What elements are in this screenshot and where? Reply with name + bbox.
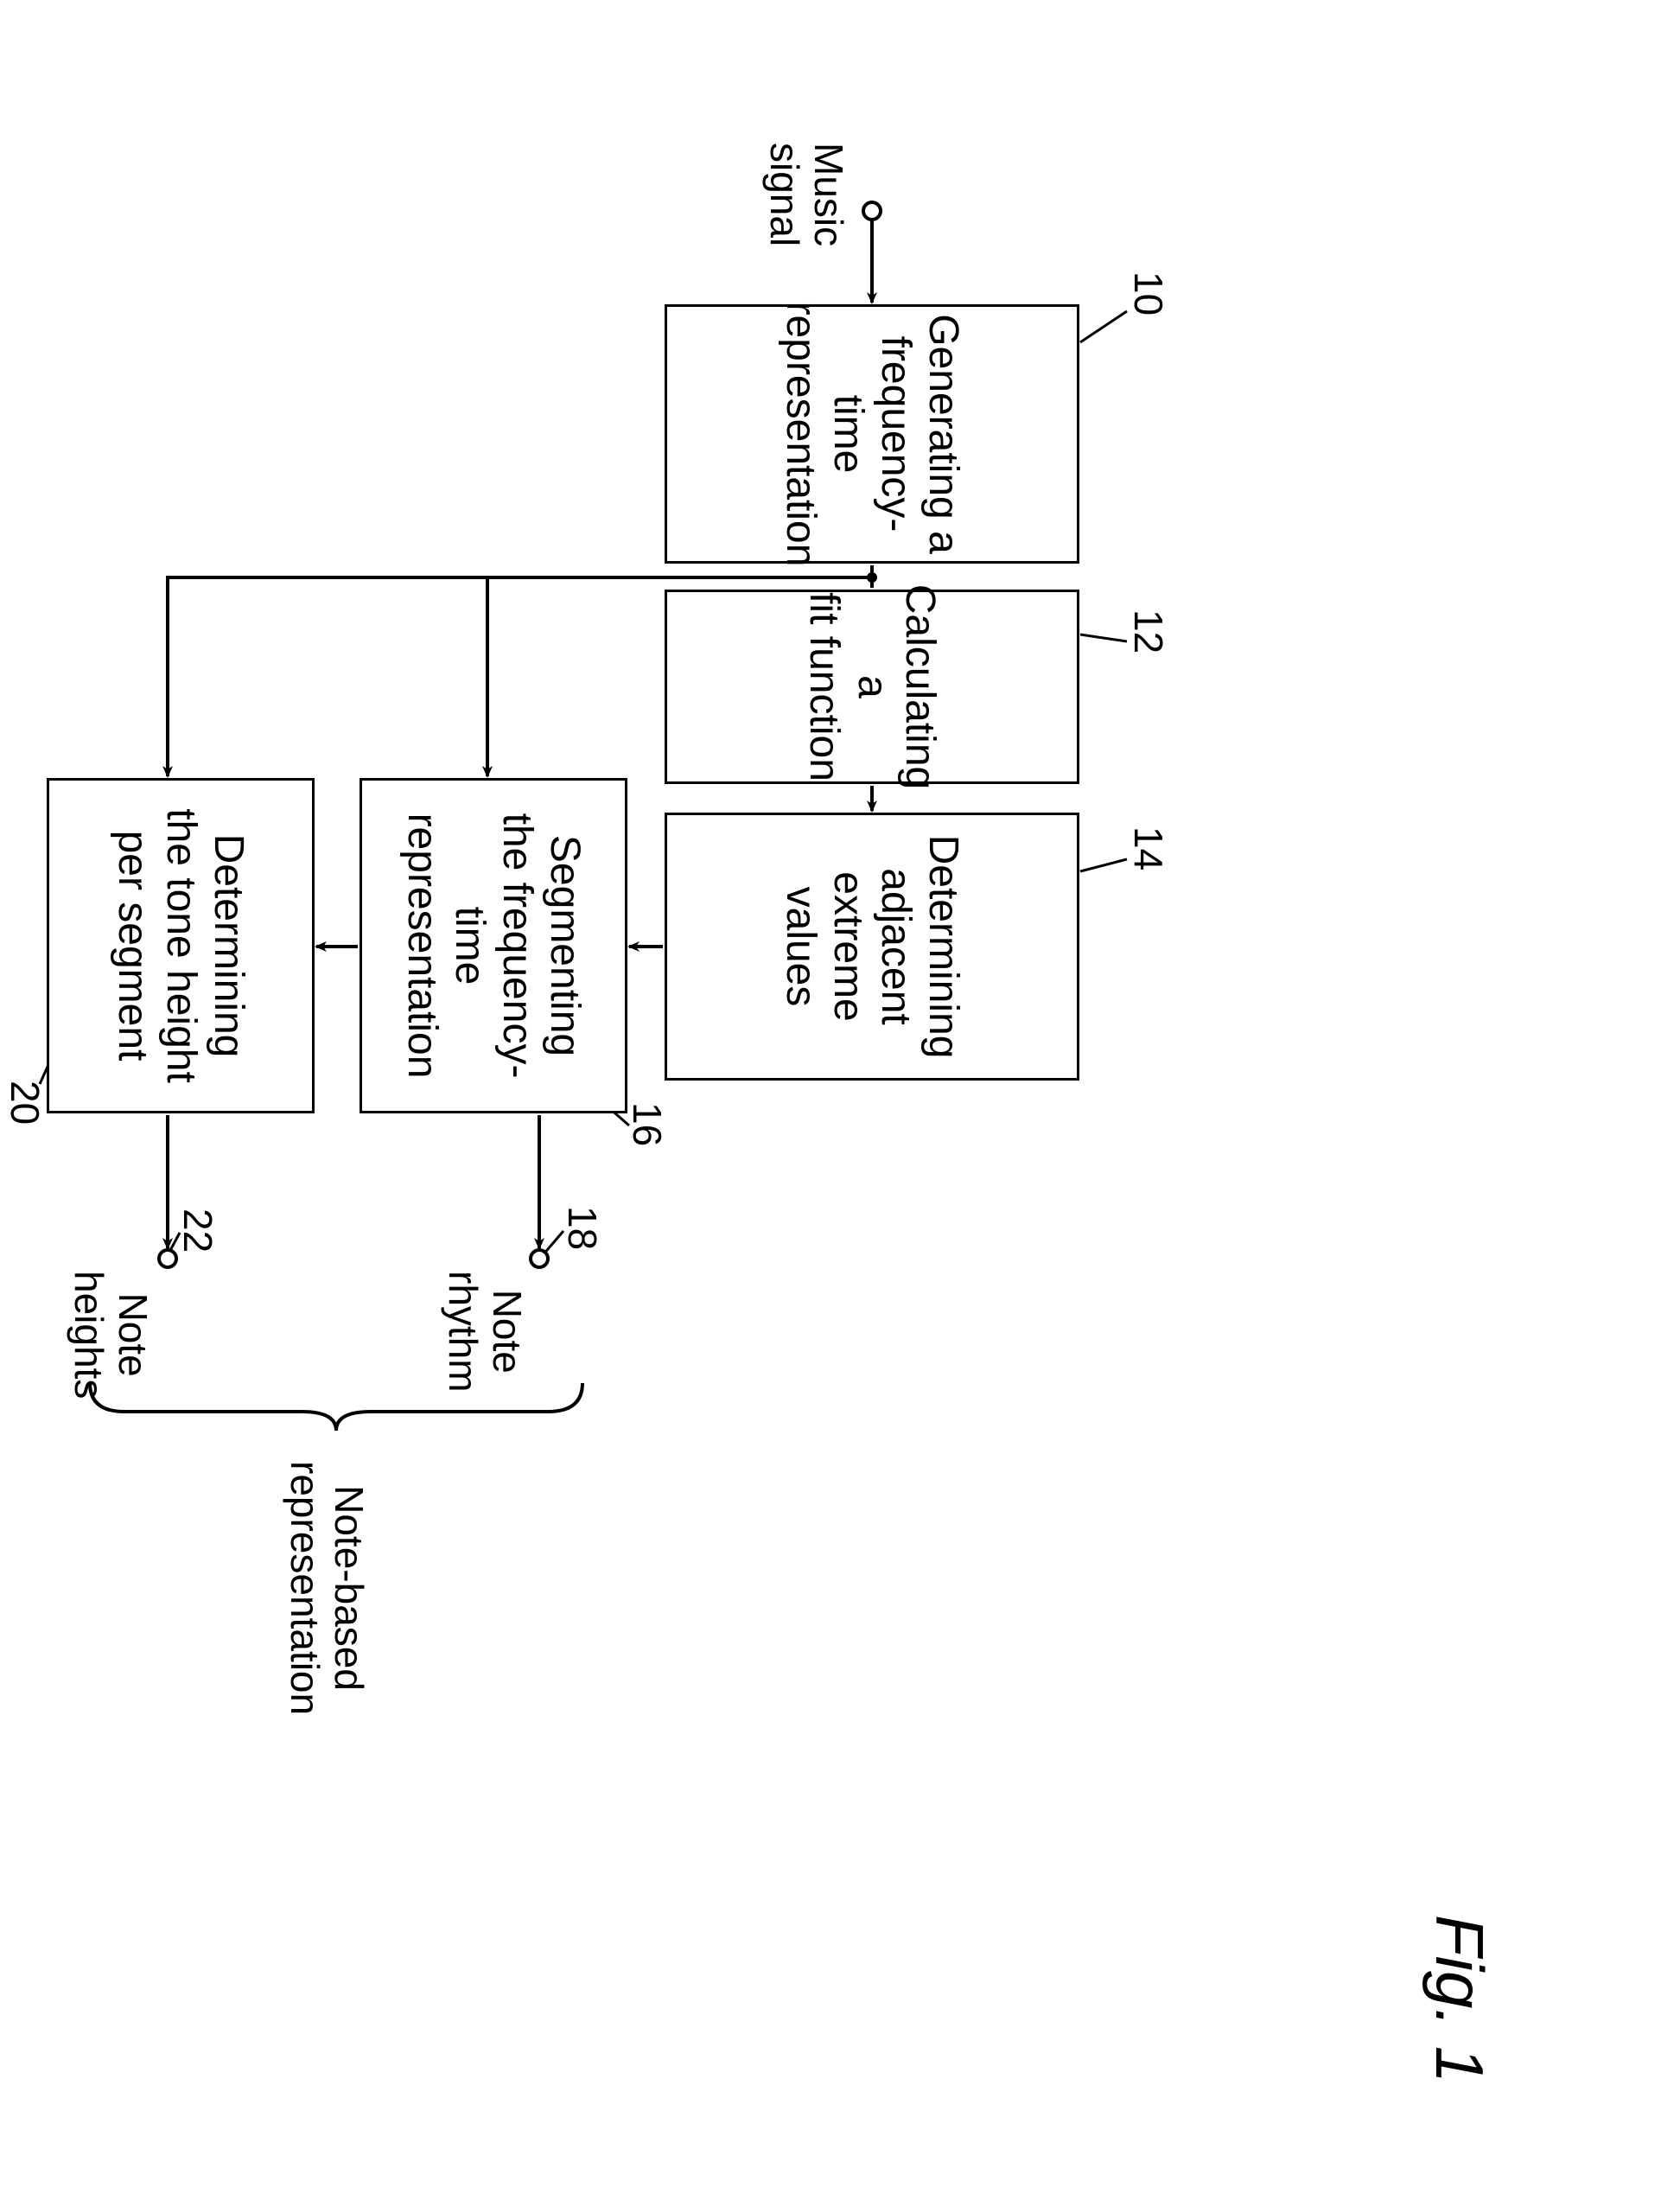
figure-stage: Generating a frequency-time representati… — [0, 0, 1680, 2200]
port-input — [862, 201, 882, 221]
ref-12: 12 — [1126, 609, 1170, 654]
node-text: Determining the tone height per segment — [109, 808, 252, 1083]
port-output-heights — [157, 1248, 178, 1269]
node-text: Generating a frequency-time representati… — [777, 302, 968, 567]
node-text: Calculating a fit function — [800, 584, 944, 789]
ref-16: 16 — [625, 1102, 669, 1146]
label-note-based-representation: Note-based representation — [283, 1461, 371, 1715]
node-tone-height: Determining the tone height per segment — [47, 778, 315, 1113]
ref-10: 10 — [1126, 271, 1170, 316]
figure-label: Fig. 1 — [1420, 1915, 1499, 2083]
node-text: Segmenting the frequency- time represent… — [398, 793, 589, 1099]
label-note-heights: Note heights — [67, 1271, 155, 1399]
ref-18: 18 — [560, 1206, 604, 1250]
ref-20: 20 — [3, 1081, 47, 1125]
label-note-rhythm: Note rhythm — [442, 1271, 529, 1393]
ref-14: 14 — [1126, 826, 1170, 870]
ref-22: 22 — [175, 1208, 220, 1253]
node-calc-fit-function: Calculating a fit function — [665, 590, 1079, 784]
label-music-signal: Music signal — [763, 143, 850, 246]
node-generate-freq-time: Generating a frequency-time representati… — [665, 304, 1079, 564]
port-output-rhythm — [529, 1248, 550, 1269]
node-text: Determining adjacent extreme values — [777, 827, 968, 1066]
node-segmenting: Segmenting the frequency- time represent… — [360, 778, 627, 1113]
node-adjacent-extreme-values: Determining adjacent extreme values — [665, 813, 1079, 1081]
